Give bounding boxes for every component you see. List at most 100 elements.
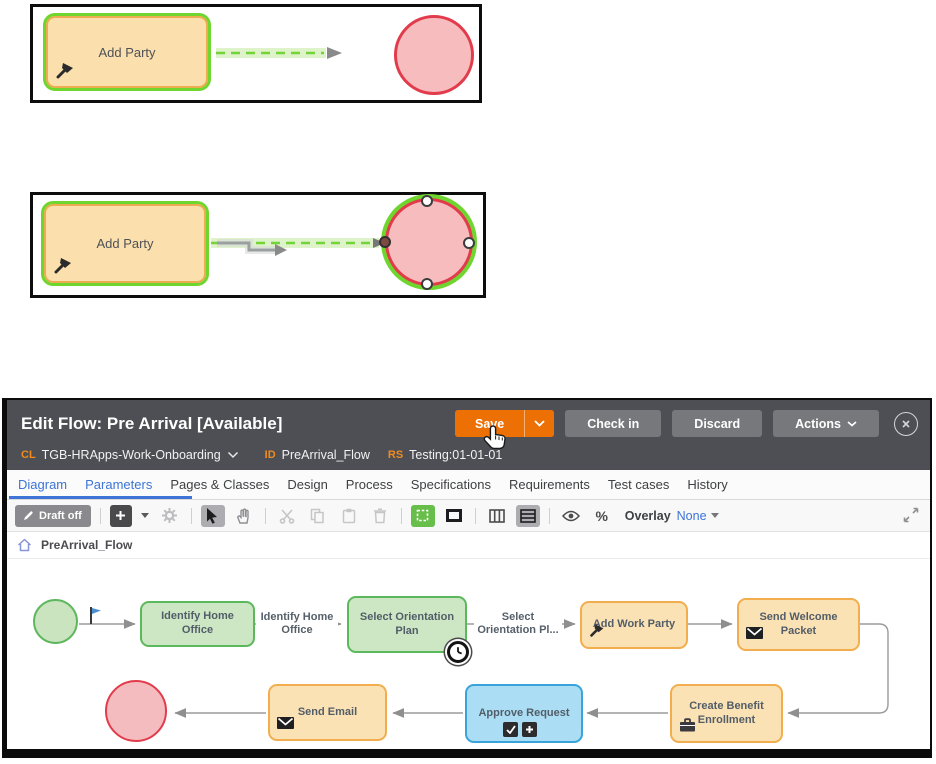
node-identify-home-office[interactable]: Identify Home Office — [140, 601, 255, 647]
tab-specifications[interactable]: Specifications — [410, 477, 491, 492]
divider — [400, 507, 402, 524]
trash-icon — [373, 507, 386, 523]
ruleset-value: Testing:01-01-01 — [409, 448, 503, 462]
preview-button[interactable] — [559, 505, 583, 527]
fullscreen-button[interactable] — [900, 505, 922, 527]
end-shape[interactable] — [394, 15, 474, 95]
start-flag-icon — [89, 606, 102, 630]
cut-button[interactable] — [275, 505, 299, 527]
marquee-select-button[interactable] — [410, 504, 435, 527]
pan-tool-button[interactable] — [232, 505, 256, 527]
connection-point-handle[interactable] — [379, 236, 391, 248]
overlay-dropdown[interactable]: None — [677, 509, 719, 523]
start-shape[interactable] — [33, 599, 78, 644]
plus-icon — [116, 511, 126, 520]
breadcrumb-flow-name[interactable]: PreArrival_Flow — [41, 538, 133, 552]
select-tool-button[interactable] — [200, 504, 225, 527]
hammer-icon — [53, 255, 73, 277]
tab-diagram[interactable]: Diagram — [18, 477, 68, 492]
add-party-label: Add Party — [96, 236, 154, 251]
divider — [474, 507, 476, 524]
draft-off-button[interactable]: Draft off — [15, 504, 91, 527]
connector-label: Select Orientation Pl... — [474, 610, 562, 639]
flow-snippet-2: Add Party — [30, 192, 486, 298]
class-value[interactable]: TGB-HRApps-Work-Onboarding — [41, 448, 221, 462]
tab-requirements[interactable]: Requirements — [508, 477, 590, 492]
flow-canvas[interactable]: Identify Home Office Identify Home Offic… — [7, 559, 930, 749]
node-send-welcome-packet[interactable]: Send Welcome Packet — [737, 598, 860, 651]
settings-button[interactable] — [158, 505, 182, 527]
node-create-benefit-enrollment[interactable]: Create Benefit Enrollment — [670, 684, 783, 743]
pencil-icon — [24, 510, 33, 520]
zoom-percent-button[interactable]: % — [590, 505, 614, 527]
add-party-shape[interactable]: Add Party — [41, 201, 209, 286]
add-shape-button[interactable] — [109, 504, 132, 527]
swimlane-rows-button[interactable] — [515, 504, 540, 527]
add-shape-dropdown[interactable] — [139, 505, 151, 527]
envelope-icon — [746, 627, 763, 644]
diagram-toolbar: Draft off — [7, 500, 930, 532]
dashed-square-icon — [416, 509, 429, 522]
fit-diagram-button[interactable] — [442, 505, 466, 527]
end-shape-selected[interactable] — [385, 198, 473, 286]
edit-flow-window: Edit Flow: Pre Arrival [Available] Save … — [2, 398, 932, 758]
tab-design[interactable]: Design — [287, 477, 328, 492]
active-tab-indicator — [9, 496, 192, 499]
expand-icon — [903, 507, 919, 522]
columns-icon — [488, 508, 505, 523]
add-party-shape[interactable]: Add Party — [43, 13, 211, 91]
tab-test-cases[interactable]: Test cases — [607, 477, 670, 492]
discard-button[interactable]: Discard — [672, 410, 763, 437]
paste-button[interactable] — [337, 505, 361, 527]
frame-icon — [445, 509, 462, 522]
node-send-email[interactable]: Send Email — [268, 684, 387, 741]
chevron-down-icon — [534, 420, 545, 427]
hand-icon — [237, 507, 249, 524]
save-button[interactable]: Save — [454, 410, 525, 437]
divider — [548, 507, 550, 524]
window-header: Edit Flow: Pre Arrival [Available] Save … — [7, 400, 930, 470]
save-dropdown-button[interactable] — [524, 410, 555, 437]
clock-icon — [447, 641, 469, 663]
tab-pages-classes[interactable]: Pages & Classes — [170, 477, 270, 492]
node-approve-request[interactable]: Approve Request — [465, 684, 583, 743]
approval-icon — [503, 722, 518, 737]
copy-icon — [311, 508, 325, 523]
scissors-icon — [279, 508, 295, 524]
paste-icon — [342, 508, 356, 523]
dashed-connector-selected[interactable] — [211, 223, 391, 267]
divider — [99, 507, 101, 524]
selection-handle-top[interactable] — [421, 195, 433, 207]
dashed-connector — [216, 47, 342, 59]
delete-button[interactable] — [368, 505, 392, 527]
chevron-down-icon — [140, 513, 149, 518]
eye-icon — [561, 510, 580, 521]
tab-history[interactable]: History — [687, 477, 728, 492]
connector-label: Identify Home Office — [256, 610, 338, 639]
selection-handle-right[interactable] — [463, 237, 475, 249]
check-in-button[interactable]: Check in — [565, 410, 662, 437]
home-icon[interactable] — [17, 538, 32, 552]
breadcrumb: PreArrival_Flow — [7, 532, 930, 559]
copy-button[interactable] — [306, 505, 330, 527]
hammer-icon — [55, 60, 75, 82]
flow-snippet-1: Add Party — [30, 4, 482, 103]
briefcase-icon — [679, 718, 696, 737]
chevron-down-icon[interactable] — [227, 451, 239, 459]
rows-icon — [519, 508, 536, 523]
id-value: PreArrival_Flow — [281, 448, 370, 462]
hammer-icon — [589, 622, 605, 642]
selection-handle-bottom[interactable] — [421, 278, 433, 290]
page-title: Edit Flow: Pre Arrival [Available] — [21, 413, 283, 433]
node-add-work-party[interactable]: Add Work Party — [580, 601, 688, 649]
actions-menu-button[interactable]: Actions — [773, 410, 879, 437]
chevron-down-icon — [847, 420, 857, 427]
tab-process[interactable]: Process — [345, 477, 393, 492]
end-shape[interactable] — [105, 680, 167, 742]
close-icon[interactable] — [894, 411, 918, 436]
node-select-orientation-plan[interactable]: Select Orientation Plan — [347, 596, 469, 663]
tab-parameters[interactable]: Parameters — [85, 477, 153, 492]
plus-icon — [522, 722, 537, 737]
swimlane-columns-button[interactable] — [485, 505, 509, 527]
id-key-label: ID — [264, 449, 276, 461]
